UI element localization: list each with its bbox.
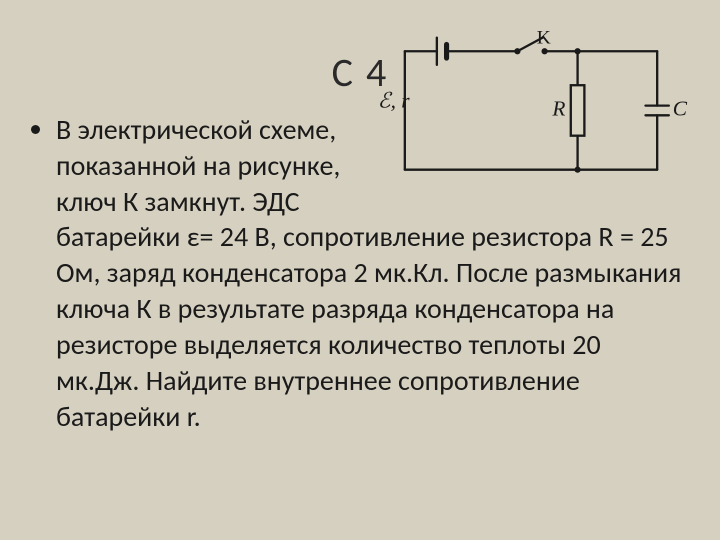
bullet-wrapped-lines: В электрической схеме, показанной на рис… [56, 112, 396, 219]
slide: С 4 ℰ, rKRC В электрической схеме, показ… [0, 0, 720, 540]
bullet-item: В электрической схеме, показанной на рис… [56, 112, 690, 434]
bullet-rest: батарейки ε= 24 В, сопротивление резисто… [56, 219, 681, 433]
svg-text:K: K [537, 27, 551, 48]
problem-text: В электрической схеме, показанной на рис… [30, 112, 690, 434]
svg-text:ℰ, r: ℰ, r [378, 89, 411, 113]
